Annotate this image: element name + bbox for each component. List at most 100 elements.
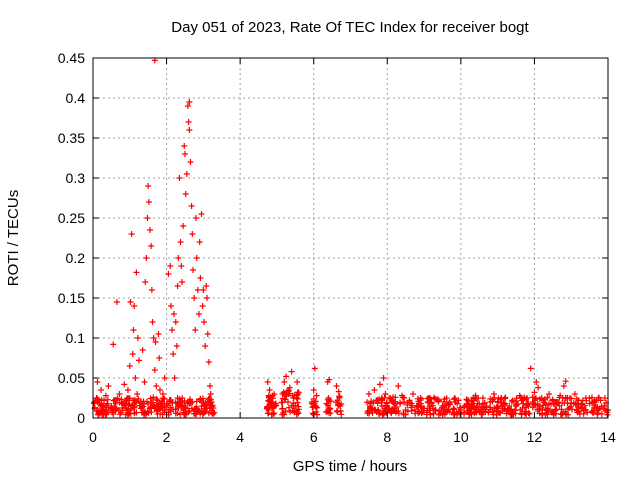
data-point [590,399,597,405]
data-point [479,395,486,401]
data-point [191,295,198,301]
data-point [428,400,435,407]
data-point [94,379,101,385]
data-point [416,409,423,416]
data-point [371,387,378,393]
data-point [175,255,182,261]
data-point [597,397,604,404]
data-point [146,405,153,412]
data-point [566,404,573,411]
data-point [333,383,340,389]
data-point [181,403,188,409]
y-tick-label: 0.45 [58,50,85,66]
data-point [109,407,116,414]
data-point [568,400,575,407]
data-point [424,399,431,405]
data-point [384,403,391,409]
data-point [166,398,173,405]
data-point [170,351,177,357]
y-tick-label: 0.2 [66,250,86,266]
data-point [267,399,274,406]
data-point [421,405,428,412]
data-point [366,409,373,416]
data-point [549,408,556,415]
data-point [269,392,276,399]
data-point [155,331,162,337]
data-point [96,400,103,407]
data-point [279,405,286,412]
data-point [130,404,137,411]
data-point [201,319,208,325]
data-point [527,365,534,372]
data-point [564,395,571,401]
data-point [205,359,212,365]
data-point [337,403,344,409]
data-point [186,99,193,105]
data-point [546,391,553,397]
data-point [400,410,407,417]
data-point [380,375,387,381]
plot-frame [92,57,609,419]
data-point [485,409,492,416]
data-point [209,403,216,409]
data-point [98,396,105,403]
data-point [536,410,543,417]
data-point [295,389,302,396]
data-point [454,400,461,407]
data-point [284,399,291,405]
x-tick-label: 10 [453,429,469,445]
data-point [544,405,551,412]
y-tick-label: 0.15 [58,290,85,306]
data-point [311,365,318,372]
data-point [163,400,170,407]
chart-title: Day 051 of 2023, Rate Of TEC Index for r… [171,19,529,36]
data-point [268,399,275,405]
data-point [432,407,439,413]
data-point [490,391,497,397]
data-point [290,395,297,401]
data-point [108,403,115,409]
data-point [199,303,206,309]
data-point [312,403,319,409]
data-point [204,295,211,301]
data-point [552,406,559,413]
data-point [185,119,192,125]
data-point [147,395,154,402]
data-point [128,231,135,237]
data-point [538,395,545,401]
data-point [178,263,185,269]
data-point [148,287,155,293]
data-point [129,351,136,357]
data-point [386,395,393,401]
data-point [181,151,188,157]
data-point [524,395,531,401]
data-point [188,203,195,209]
data-point [418,404,425,411]
data-point [174,283,181,289]
data-point [556,402,563,409]
data-point [443,395,450,402]
data-point [498,395,505,401]
data-point [294,399,301,406]
data-point [536,403,543,409]
data-point [187,159,194,165]
data-point [483,403,490,409]
data-point [588,408,595,415]
data-point [156,355,163,361]
data-point [523,396,530,403]
x-tick-labels: 0 2 4 6 8 10 12 14 [89,429,616,445]
data-point [161,375,168,381]
data-point [482,406,489,413]
data-point [579,405,586,412]
data-point [557,392,564,399]
data-point [286,390,293,397]
y-tick-label: 0.35 [58,130,85,146]
data-point [489,408,496,415]
data-point [473,408,480,415]
data-point [313,392,320,399]
data-point [197,410,204,417]
data-point [135,357,142,364]
y-tick-label: 0.1 [66,330,86,346]
data-point [288,368,295,375]
data-point [270,411,277,417]
